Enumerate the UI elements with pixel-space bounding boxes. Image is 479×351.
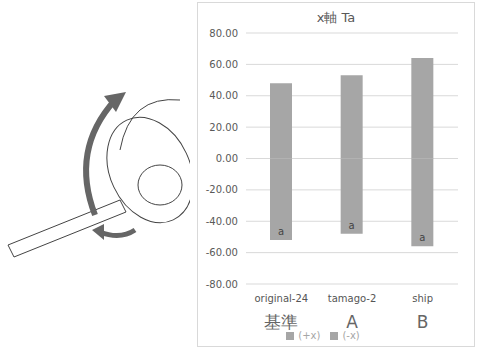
svg-text:tamago-2: tamago-2 [328,293,377,304]
svg-text:80.00: 80.00 [209,28,238,39]
svg-text:-40.00: -40.00 [206,216,238,227]
svg-text:-20.00: -20.00 [206,184,238,195]
svg-text:B: B [417,312,429,332]
html-text:(+x): (+x) [298,330,321,341]
svg-text:0.00: 0.00 [216,153,238,164]
svg-text:20.00: 20.00 [209,122,238,133]
html-text:(-x): (-x) [342,330,360,341]
html-text:x軸 Ta: x軸 Ta [316,10,356,25]
svg-text:-80.00: -80.00 [206,279,238,290]
svg-text:40.00: 40.00 [209,90,238,101]
svg-text:A: A [346,312,358,332]
svg-text:ship: ship [412,293,433,304]
svg-text:a: a [349,220,355,231]
svg-text:a: a [419,232,425,243]
svg-text:a: a [278,226,284,237]
svg-text:60.00: 60.00 [209,59,238,70]
svg-text:original-24: original-24 [254,293,308,304]
svg-text:-60.00: -60.00 [206,247,238,258]
svg-text:基準: 基準 [264,312,298,332]
